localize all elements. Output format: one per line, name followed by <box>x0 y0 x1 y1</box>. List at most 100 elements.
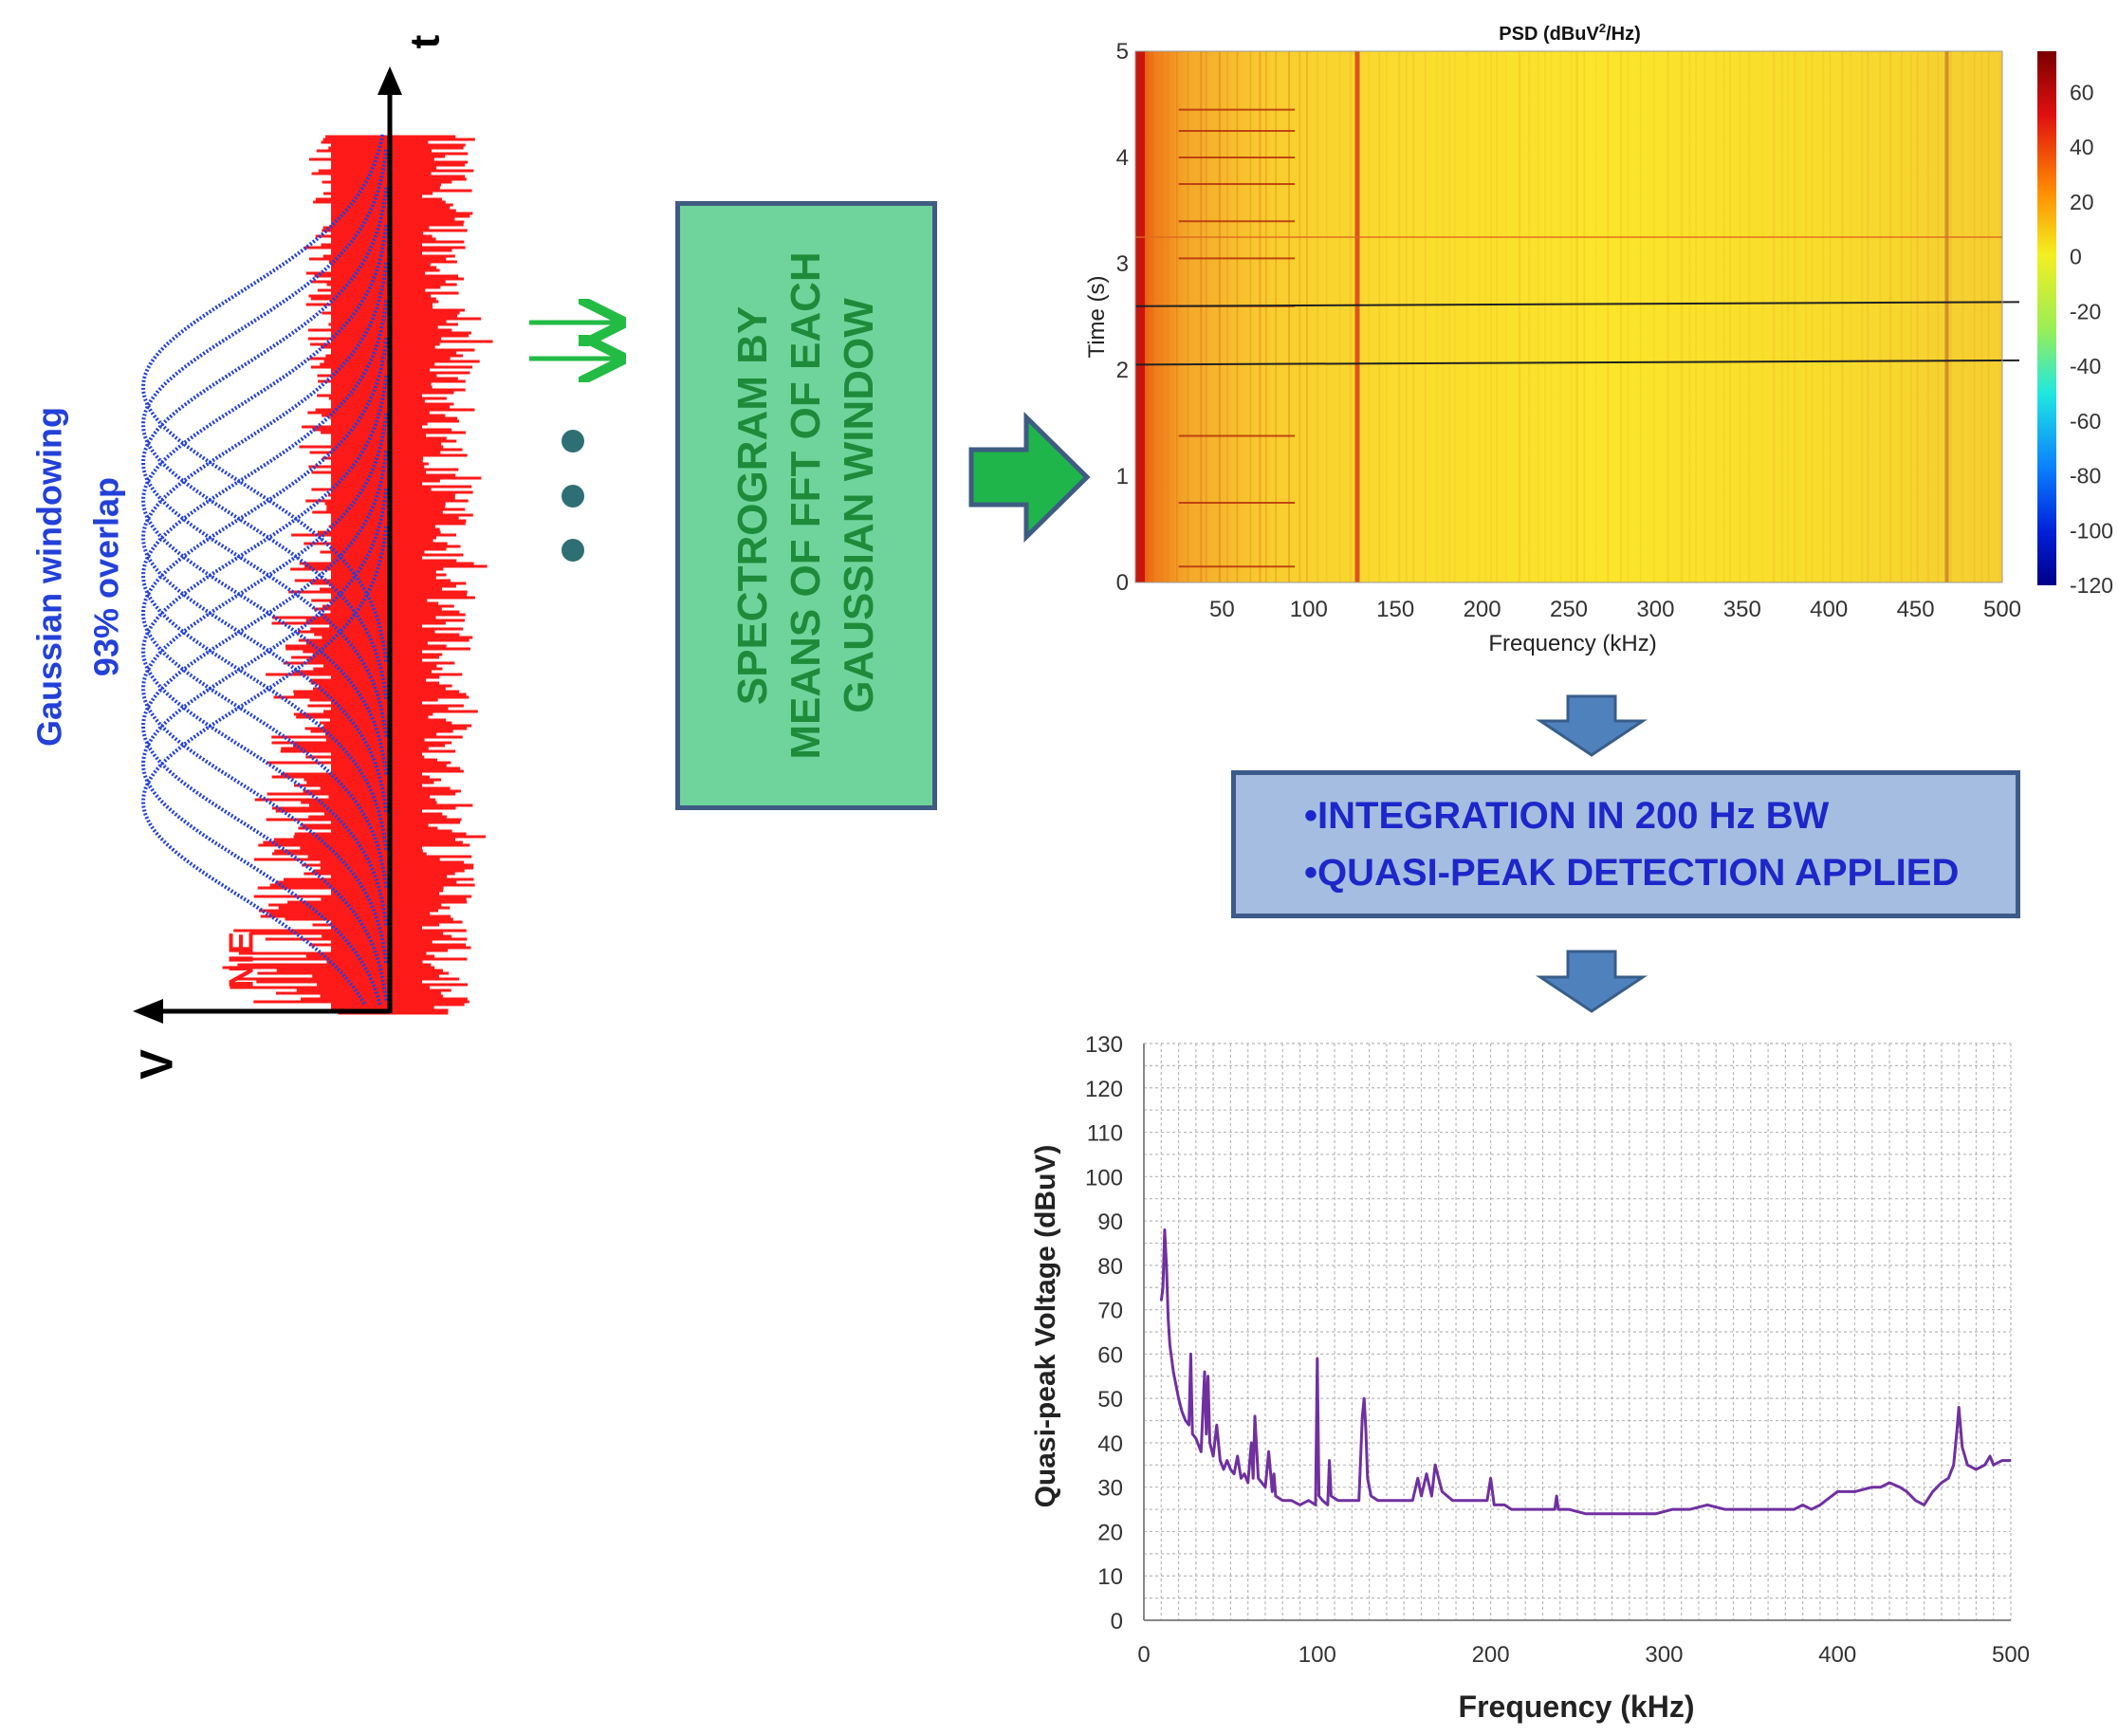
gaussian-window-5 <box>141 262 389 814</box>
spectrogram-ytick: 1 <box>1116 464 1129 489</box>
continuation-arrows <box>529 323 617 562</box>
quasi-peak-line: •QUASI-PEAK DETECTION APPLIED <box>1304 852 1960 894</box>
spectrogram-xtick: 50 <box>1209 597 1235 622</box>
spectrogram-ylabel: Time (s) <box>1084 275 1110 358</box>
spectrogram-xtick: 300 <box>1636 597 1674 622</box>
spectrogram-base <box>1135 51 2002 582</box>
nie-noise-signal <box>222 135 493 1015</box>
qp-xtick: 200 <box>1472 1642 1510 1668</box>
gaussian-window-4 <box>141 224 389 776</box>
spectrogram-process-box: SPECTROGRAM BY MEANS OF FFT OF EACH GAUS… <box>675 201 937 810</box>
qp-xtick: 100 <box>1298 1642 1336 1668</box>
gaussian-window-9 <box>141 413 389 965</box>
gaussian-windowing-panel: t V NIE Gaussian windowing 93% overlap <box>30 34 493 1080</box>
spectrogram-ytick: 0 <box>1116 570 1129 596</box>
spectrogram-axes: 50 100 150 200 250 300 350 400 450 500 0 1 2 3 4 5 <box>1116 39 2021 622</box>
integration-line: •INTEGRATION IN 200 Hz BW <box>1304 795 1830 837</box>
qp-ytick: 30 <box>1097 1476 1123 1502</box>
time-marker-line <box>1134 301 2020 307</box>
spectrogram-title-tail: /Hz) <box>1606 24 1641 45</box>
colorbar-tick: -100 <box>2070 518 2113 543</box>
spectrogram-title-sup: 2 <box>1599 21 1606 35</box>
ellipsis-dot-2 <box>562 485 584 508</box>
gaussian-window-11 <box>141 489 389 1006</box>
process-line-2: MEANS OF FFT OF EACH <box>783 251 829 760</box>
spectrogram-xtick: 400 <box>1810 597 1848 622</box>
qp-ytick: 70 <box>1097 1299 1123 1324</box>
colorbar-tick: 60 <box>2070 80 2094 104</box>
gaussian-window-3 <box>141 187 389 738</box>
voltage-axis-arrowhead <box>133 999 163 1024</box>
spectrogram-ytick: 5 <box>1116 39 1129 65</box>
ellipsis-dot-3 <box>562 539 584 562</box>
spectrogram-xtick: 450 <box>1897 597 1935 622</box>
qp-ytick: 120 <box>1085 1077 1123 1102</box>
spectrogram-xtick: 350 <box>1723 597 1761 622</box>
process-line-3: GAUSSIAN WINDOW <box>836 298 882 713</box>
qp-xlabel: Frequency (kHz) <box>1459 1690 1695 1724</box>
qp-ytick: 80 <box>1097 1254 1123 1280</box>
voltage-axis-label: V <box>133 1049 183 1080</box>
spectrogram-title-main: PSD (dBuV <box>1499 24 1599 45</box>
nie-label: NIE <box>222 932 261 988</box>
colorbar-tick: 0 <box>2070 245 2082 269</box>
low-frequency-band <box>1135 51 1145 582</box>
spectrogram-ytick: 3 <box>1116 251 1129 277</box>
colorbar-tick: -20 <box>2070 299 2101 323</box>
qp-ytick: 100 <box>1085 1165 1123 1191</box>
colorbar-tick: 20 <box>2070 190 2094 214</box>
spectrogram-xtick: 500 <box>1983 597 2021 622</box>
integration-box: •INTEGRATION IN 200 Hz BW •QUASI-PEAK DE… <box>1231 770 2020 918</box>
gaussian-windowing-label: Gaussian windowing <box>30 407 69 747</box>
spectrogram-xtick: 100 <box>1290 597 1328 622</box>
qp-xtick: 400 <box>1818 1642 1856 1668</box>
spectrogram-features <box>1134 51 2020 582</box>
big-flow-arrow <box>968 412 1091 543</box>
qp-ytick: 0 <box>1111 1609 1123 1634</box>
process-line-1: SPECTROGRAM BY <box>729 305 776 706</box>
process-box-text: SPECTROGRAM BY MEANS OF FFT OF EACH GAUS… <box>727 221 886 790</box>
spectrogram-xtick: 250 <box>1550 597 1588 622</box>
down-arrow-2 <box>1536 950 1648 1013</box>
qp-ytick: 10 <box>1097 1564 1123 1590</box>
qp-ytick: 50 <box>1097 1387 1123 1413</box>
qp-ytick: 90 <box>1097 1210 1123 1235</box>
gaussian-window-7 <box>141 338 389 889</box>
time-axis-label: t <box>402 34 449 48</box>
spectrogram-ytick: 2 <box>1116 358 1129 383</box>
spectrogram-frame <box>1134 50 2003 583</box>
spectrogram-xlabel: Frequency (kHz) <box>1488 631 1656 656</box>
qp-ytick: 130 <box>1085 1032 1123 1058</box>
spectrogram-xtick: 200 <box>1464 597 1501 622</box>
colorbar-tick: -40 <box>2070 354 2101 379</box>
noise-core <box>331 137 422 1013</box>
qp-grid <box>1143 1043 2012 1621</box>
qp-ylabel: Quasi-peak Voltage (dBuV) <box>1030 1145 1061 1508</box>
qp-axes: 0 10 20 30 40 50 60 70 80 90 100 110 120 130 0 100 200 30… <box>1085 1032 2030 1668</box>
qp-ytick: 110 <box>1087 1121 1123 1147</box>
gaussian-window-6 <box>141 300 389 851</box>
gaussian-window-12 <box>141 526 389 1007</box>
gaussian-windows <box>141 134 389 1007</box>
gaussian-window-2 <box>141 149 389 700</box>
down-arrow-1 <box>1536 694 1648 757</box>
time-marker-line <box>1134 359 2020 366</box>
qp-ytick: 40 <box>1097 1431 1123 1457</box>
colorbar-tick: -120 <box>2070 573 2113 598</box>
colorbar-tick: -80 <box>2070 464 2101 489</box>
spectrogram-title: PSD (dBuV2/Hz) <box>1499 21 1640 45</box>
qp-xtick: 500 <box>1992 1642 2030 1668</box>
spectrogram-chart: PSD (dBuV2/Hz) 50 100 150 200 250 300 350 400 45… <box>1084 21 2113 656</box>
qp-series-line <box>1159 1228 2011 1516</box>
qp-ytick: 60 <box>1097 1342 1123 1368</box>
ellipsis-dot-1 <box>562 430 584 452</box>
colorbar <box>2037 51 2056 585</box>
colorbar-tick: 40 <box>2070 135 2094 159</box>
quasi-peak-chart: 0 10 20 30 40 50 60 70 80 90 100 110 120 130 0 100 200 30… <box>1030 1032 2030 1724</box>
spectrogram-ytick: 4 <box>1116 145 1129 171</box>
overlap-label: 93% overlap <box>87 477 126 676</box>
spectrogram-xtick: 150 <box>1376 597 1414 622</box>
colorbar-tick: -60 <box>2070 409 2101 434</box>
qp-xtick: 0 <box>1137 1642 1150 1668</box>
time-axis-arrowhead <box>378 66 402 95</box>
